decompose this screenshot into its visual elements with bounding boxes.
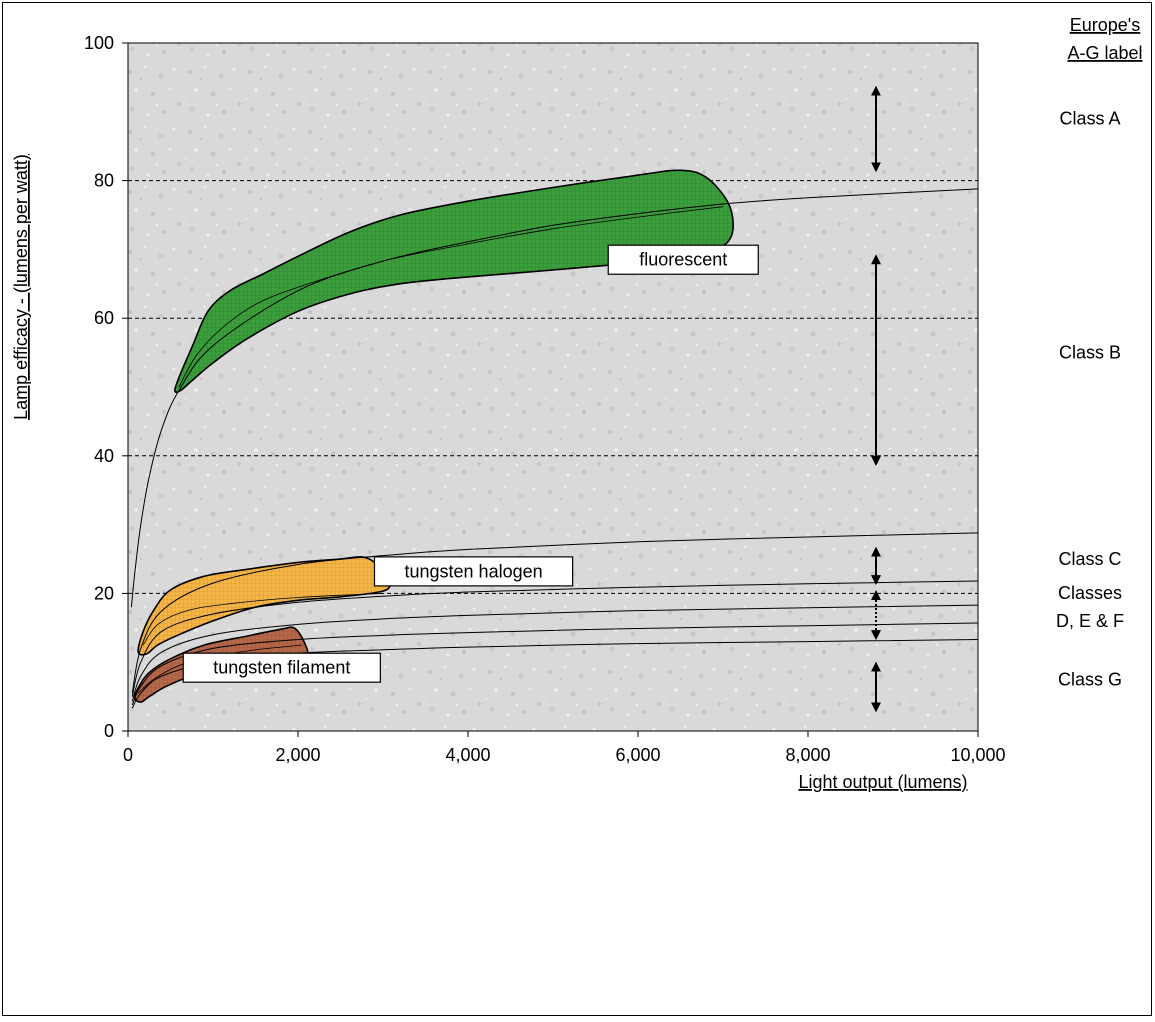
region-label-rect: [607, 244, 759, 275]
y-tick-label: 80: [94, 171, 114, 191]
y-axis-label: Lamp efficacy - (lumens per watt): [11, 154, 31, 420]
region-label-text: tungsten halogen: [405, 561, 543, 581]
class-label: D, E & F: [1056, 611, 1124, 631]
region-label-rect: [373, 556, 574, 587]
class-boundary-curve: [131, 622, 979, 706]
region-label-box: fluorescent: [607, 244, 759, 275]
region-label-rect: [182, 652, 381, 683]
region-label-box: tungsten halogen: [373, 556, 574, 587]
class-label: Class A: [1059, 109, 1120, 129]
legend-header-line-1: Europe's: [1070, 15, 1140, 35]
region-label-text: tungsten filament: [213, 658, 350, 678]
axes: 0 2,000 4,000 6,000 8,000 10,000 0 20 40 60 80 100: [84, 33, 1006, 765]
region-label-box: tungsten filament: [182, 652, 381, 683]
plot-area: [127, 42, 979, 732]
region-labels: fluorescent tungsten halogen tungsten fila…: [182, 244, 759, 683]
class-label: Class B: [1059, 343, 1121, 363]
efficacy-chart: 0 2,000 4,000 6,000 8,000 10,000020406080100 …: [11, 15, 1143, 792]
class-labels: Class A Class B Class C Classes D, E & F Clas…: [1056, 109, 1124, 690]
x-tick-label: 2,000: [275, 745, 320, 765]
x-tick-label: 4,000: [445, 745, 490, 765]
y-tick-label: 100: [84, 33, 114, 53]
x-tick-label: 6,000: [615, 745, 660, 765]
class-label: Class C: [1058, 549, 1121, 569]
class-boundary-curve: [131, 639, 979, 709]
y-tick-label: 60: [94, 308, 114, 328]
x-tick-label: 0: [123, 745, 133, 765]
class-label: Class G: [1058, 669, 1122, 689]
y-tick-label: 40: [94, 446, 114, 466]
class-boundary-curve: [130, 188, 979, 608]
region-center-line: [142, 593, 384, 646]
x-tick-label: 10,000: [950, 745, 1005, 765]
y-tick-label: 20: [94, 583, 114, 603]
y-tick-label: 0: [104, 721, 114, 741]
region-label-text: fluorescent: [639, 250, 727, 270]
x-tick-label: 8,000: [785, 745, 830, 765]
class-label: Classes: [1058, 583, 1122, 603]
x-axis-label: Light output (lumens): [798, 772, 967, 792]
class-boundary-curve: [131, 580, 979, 697]
class-boundary-curve: [131, 604, 979, 702]
class-boundary-curve: [131, 532, 979, 694]
class-boundary-curves: [130, 188, 979, 709]
legend-header-line-2: A-G label: [1067, 43, 1142, 63]
region-outline: [173, 169, 735, 393]
